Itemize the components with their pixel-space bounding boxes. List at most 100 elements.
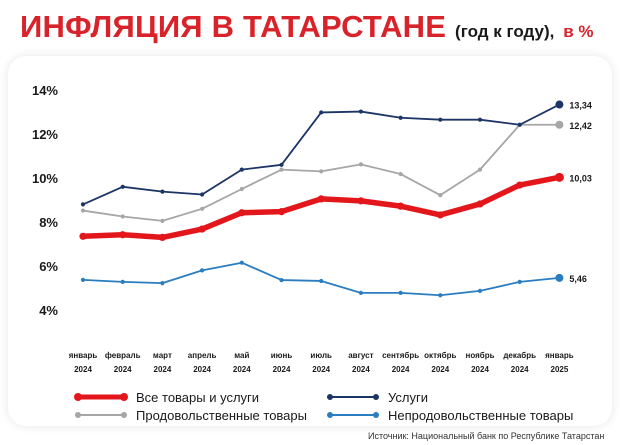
legend-entry: Продовольственные товары	[136, 408, 307, 423]
data-point	[438, 117, 443, 122]
y-tick-label: 10%	[32, 171, 58, 186]
legend-marker	[373, 394, 379, 400]
data-point	[119, 231, 127, 239]
x-tick-label-month: март	[153, 351, 172, 360]
data-point	[317, 195, 325, 203]
chart-card	[8, 56, 612, 426]
series-end-label: 13,34	[569, 101, 592, 111]
data-point	[358, 109, 363, 114]
x-tick-label-month: сентябрь	[382, 351, 419, 360]
data-point	[438, 193, 443, 198]
x-tick-label-year: 2024	[154, 365, 172, 374]
series-end-point	[555, 273, 564, 282]
page-title: ИНФЛЯЦИЯ В ТАТАРСТАНЕ (год к году), в %	[20, 8, 594, 45]
data-point	[319, 110, 324, 115]
series-end-label: 12,42	[569, 121, 592, 131]
data-point	[200, 206, 205, 211]
data-point	[80, 202, 86, 207]
data-point	[398, 115, 403, 120]
legend-marker	[121, 412, 127, 418]
x-tick-label-month: май	[234, 351, 249, 360]
data-point	[120, 279, 125, 284]
x-tick-label-month: август	[348, 351, 373, 360]
data-point	[477, 117, 483, 122]
y-tick-label: 12%	[32, 127, 58, 142]
data-point	[398, 171, 403, 177]
x-tick-label-year: 2024	[392, 365, 410, 374]
data-point	[358, 162, 363, 167]
data-point	[239, 186, 244, 192]
legend-marker	[373, 412, 379, 418]
x-tick-label-month: январь	[545, 351, 574, 360]
legend-marker	[75, 412, 81, 418]
x-tick-label-year: 2024	[114, 365, 132, 374]
data-point	[277, 208, 286, 216]
series-line	[82, 103, 561, 206]
y-tick-label: 4%	[39, 303, 58, 318]
legend-marker	[327, 394, 333, 400]
data-point	[517, 122, 522, 127]
x-tick-label-month: октябрь	[424, 351, 456, 360]
data-point	[436, 211, 444, 219]
data-point	[279, 277, 284, 283]
data-point	[438, 293, 443, 298]
data-point	[319, 278, 324, 284]
y-tick-label: 14%	[32, 83, 58, 98]
data-point	[238, 209, 246, 217]
data-point	[398, 290, 403, 295]
x-tick-label-month: февраль	[105, 351, 141, 360]
data-point	[200, 192, 205, 197]
data-point	[160, 281, 165, 286]
data-point	[477, 288, 483, 293]
x-tick-label-year: 2024	[193, 365, 211, 374]
data-point	[397, 202, 405, 210]
series-line	[80, 174, 563, 241]
series-end-point	[554, 172, 564, 182]
series-end-label: 5,46	[569, 274, 587, 284]
source-note: Источник: Национальный банк по Республик…	[368, 431, 605, 441]
y-tick-label: 8%	[39, 215, 58, 230]
x-tick-label-year: 2024	[233, 365, 251, 374]
data-point	[357, 197, 365, 205]
data-point	[158, 233, 166, 241]
series-end-label: 10,03	[569, 173, 592, 183]
x-tick-label-month: апрель	[188, 351, 217, 360]
data-point	[358, 290, 363, 295]
title-unit: в %	[563, 22, 594, 41]
series-end-point	[555, 120, 564, 129]
data-point	[160, 218, 165, 223]
title-subtitle: (год к году),	[455, 22, 555, 41]
data-point	[517, 279, 522, 284]
x-tick-label-month: июнь	[271, 351, 293, 360]
data-point	[279, 167, 284, 172]
series-end-point	[555, 100, 564, 109]
data-point	[198, 225, 206, 233]
data-point	[477, 167, 483, 172]
x-tick-label-month: июль	[310, 351, 332, 360]
legend-entry: Непродовольственные товары	[388, 408, 573, 423]
data-point	[516, 181, 524, 189]
x-tick-label-year: 2024	[352, 365, 370, 374]
data-point	[239, 167, 244, 172]
x-tick-label-month: ноябрь	[465, 351, 494, 360]
y-tick-label: 6%	[39, 259, 58, 274]
x-tick-label-month: декабрь	[503, 351, 536, 360]
legend-marker	[74, 393, 82, 401]
data-point	[279, 162, 284, 167]
legend-entry: Все товары и услуги	[136, 390, 259, 405]
data-point	[80, 208, 86, 213]
data-point	[120, 214, 125, 219]
data-point	[160, 189, 165, 194]
x-tick-label-year: 2024	[431, 365, 449, 374]
x-tick-label-month: январь	[69, 351, 98, 360]
data-point	[239, 260, 244, 265]
data-point	[200, 268, 205, 273]
legend-marker	[327, 412, 333, 418]
x-tick-label-year: 2024	[74, 365, 92, 374]
legend-marker	[120, 393, 128, 401]
x-tick-label-year: 2024	[471, 365, 489, 374]
x-tick-label-year: 2024	[273, 365, 291, 374]
x-tick-label-year: 2024	[312, 365, 330, 374]
legend-entry: Услуги	[388, 390, 428, 405]
